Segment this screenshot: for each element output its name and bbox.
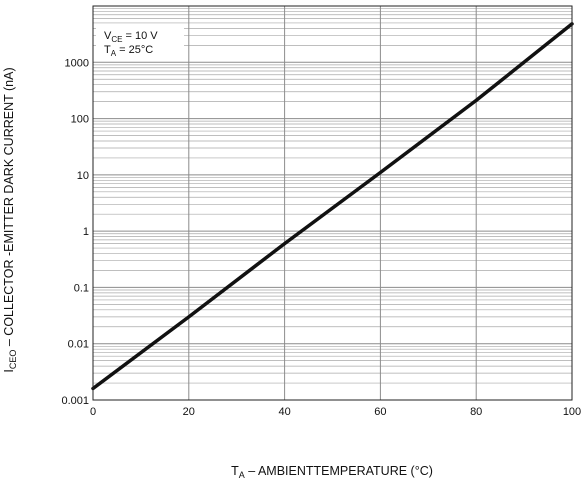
- y-axis-label: ICEO – COLLECTOR -EMITTER DARK CURRENT (…: [2, 67, 18, 372]
- x-tick-label: 20: [183, 406, 195, 418]
- x-tick-label: 40: [278, 406, 290, 418]
- x-tick-label: 80: [470, 406, 482, 418]
- annotation-background: [96, 27, 184, 59]
- y-tick-label: 0.01: [68, 339, 89, 351]
- y-tick-label: 0.1: [74, 282, 89, 294]
- plot-frame: [92, 5, 573, 401]
- x-tick-label: 60: [374, 406, 386, 418]
- y-tick-labels: 0.001 0.01 0.1 1 10 100 1000: [61, 57, 89, 407]
- y-tick-label: 10: [77, 170, 89, 182]
- plot-area: [93, 6, 572, 400]
- x-axis-label: TA – AMBIENTTEMPERATURE (°C): [231, 464, 433, 480]
- x-tick-label: 0: [90, 406, 96, 418]
- y-tick-label: 1: [83, 226, 89, 238]
- y-tick-label: 100: [71, 114, 89, 126]
- x-tick-labels: 0 20 40 60 80 100: [90, 406, 581, 418]
- annotation-vce: VCE = 10 V: [104, 30, 158, 44]
- y-tick-label: 1000: [65, 57, 89, 69]
- series-group: [91, 22, 574, 391]
- y-tick-label: 0.001: [61, 395, 89, 407]
- x-tick-label: 100: [563, 406, 581, 418]
- annotation-box: VCE = 10 V TA = 25°C: [96, 27, 184, 59]
- annotation-ta: TA = 25°C: [104, 44, 153, 58]
- series-line: [91, 22, 574, 391]
